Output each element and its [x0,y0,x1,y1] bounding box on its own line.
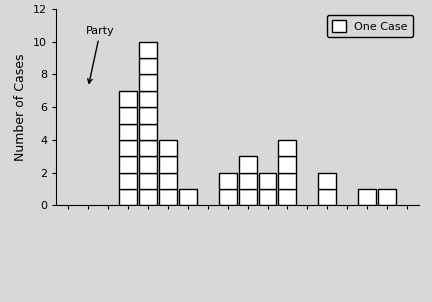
Bar [139,124,157,140]
Bar [119,124,137,140]
Bar [258,189,276,205]
Bar [279,173,296,189]
Bar [358,189,376,205]
Bar [238,189,257,205]
Bar [159,189,177,205]
Bar [318,189,336,205]
Text: Party: Party [86,26,115,83]
Legend: One Case: One Case [327,14,413,37]
Bar [139,156,157,173]
Bar [219,173,237,189]
Bar [139,189,157,205]
Bar [279,189,296,205]
Bar [119,173,137,189]
Bar [159,140,177,156]
Bar [139,173,157,189]
Bar [378,189,396,205]
Bar [219,189,237,205]
Bar [139,107,157,124]
Bar [119,140,137,156]
Bar [119,107,137,124]
Bar [258,173,276,189]
Bar [179,189,197,205]
Bar [279,156,296,173]
Bar [318,173,336,189]
Bar [119,91,137,107]
Bar [119,156,137,173]
Y-axis label: Number of Cases: Number of Cases [14,53,28,161]
Bar [279,140,296,156]
Bar [238,156,257,173]
Bar [139,58,157,75]
Bar [139,91,157,107]
Bar [159,156,177,173]
Bar [139,140,157,156]
Bar [238,173,257,189]
Bar [139,42,157,58]
Bar [119,189,137,205]
Bar [139,75,157,91]
Bar [159,173,177,189]
